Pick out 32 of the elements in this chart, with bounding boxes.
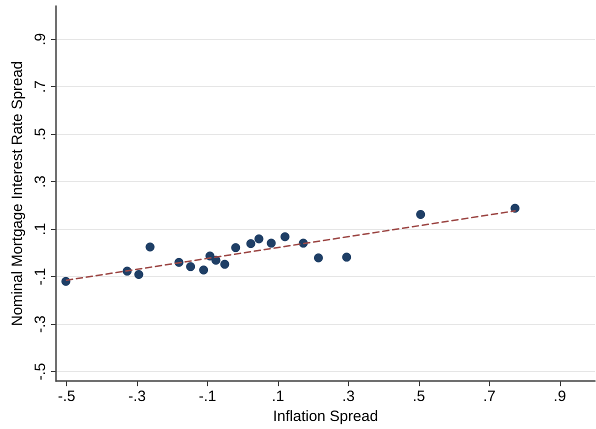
point [254, 234, 264, 244]
point [199, 265, 208, 274]
x-tick-label: .7 [483, 388, 496, 406]
x-axis-title: Inflation Spread [272, 408, 378, 425]
point [266, 238, 276, 248]
y-tick-label: .1 [32, 222, 49, 236]
point [342, 252, 352, 262]
point [146, 242, 155, 252]
y-tick-label: -.3 [32, 315, 49, 333]
y-tick-label: .3 [32, 175, 49, 188]
x-tick-label: .9 [554, 388, 566, 406]
point [314, 253, 323, 262]
x-tick-label: -.1 [198, 388, 216, 406]
point [220, 260, 230, 269]
point [61, 276, 70, 286]
point [186, 262, 196, 272]
y-tick-label: .5 [32, 128, 49, 140]
y-tick-label: .7 [32, 80, 49, 93]
y-tick-label: -.1 [32, 268, 49, 286]
x-tick-label: .3 [342, 388, 355, 406]
point [416, 210, 426, 219]
y-tick-label: .9 [32, 32, 49, 46]
y-tick-label: -.5 [32, 362, 49, 380]
point [246, 239, 256, 248]
point [134, 270, 144, 280]
x-tick-label: .5 [412, 388, 426, 406]
point [231, 243, 240, 252]
y-axis-title: Nominal Mortgage Interest Rate Spread [9, 60, 26, 326]
x-tick-label: -.3 [128, 388, 146, 406]
x-tick-label: .1 [272, 388, 284, 406]
point [280, 232, 290, 242]
x-tick-label: -.5 [58, 388, 76, 406]
